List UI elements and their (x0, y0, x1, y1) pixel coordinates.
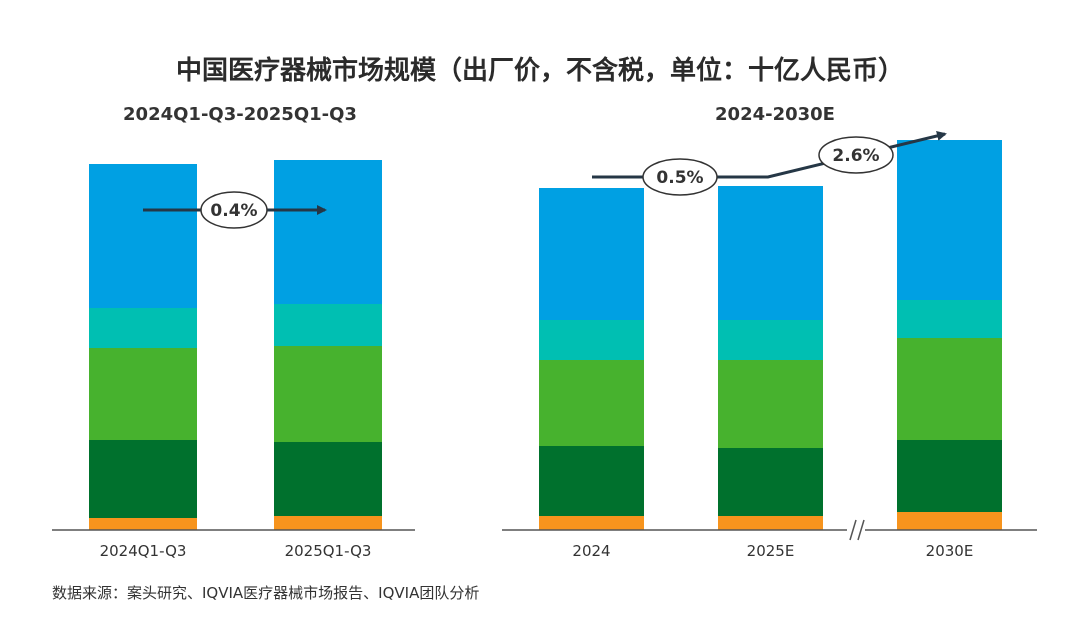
left-growth-arrow: 0.4% (143, 191, 327, 229)
bar-segment-1-0-0 (539, 516, 644, 530)
bar-segment-1-2-4 (897, 140, 1002, 300)
bar-segment-1-1-3 (718, 320, 823, 360)
right-chart-subtitle: 2024-2030E (715, 104, 835, 125)
bar-segment-0-1-4 (274, 160, 382, 304)
bar-segment-0-1-1 (274, 442, 382, 516)
chart-title: 中国医疗器械市场规模（出厂价，不含税，单位：十亿人民币） (175, 56, 904, 86)
bar-segment-1-1-0 (718, 516, 823, 530)
x-tick-label: 2025Q1-Q3 (285, 542, 372, 560)
x-tick-labels: 2024Q1-Q3 2025Q1-Q3 2024 2025E 2030E (100, 542, 974, 560)
bar-segment-0-1-2 (274, 346, 382, 442)
x-tick-label: 2030E (926, 542, 974, 560)
bar-segment-0-1-3 (274, 304, 382, 346)
left-chart-bars (89, 160, 382, 530)
right-growth-label-1: 0.5% (656, 168, 703, 188)
bar-segment-1-2-1 (897, 440, 1002, 512)
right-growth-label-2: 2.6% (832, 146, 879, 166)
bar-segment-0-0-4 (89, 164, 197, 308)
right-growth-arrow: 0.5% 2.6% (592, 131, 947, 196)
bar-segment-0-0-0 (89, 518, 197, 530)
bar-segment-1-0-1 (539, 446, 644, 516)
x-tick-label: 2024 (572, 542, 610, 560)
bar-segment-0-1-0 (274, 516, 382, 530)
x-tick-label: 2025E (747, 542, 795, 560)
left-chart-subtitle: 2024Q1-Q3-2025Q1-Q3 (123, 104, 357, 125)
bar-segment-1-1-2 (718, 360, 823, 448)
bar-segment-1-0-2 (539, 360, 644, 446)
bar-segment-1-0-4 (539, 188, 644, 320)
bar-segment-1-2-0 (897, 512, 1002, 530)
source-note: 数据来源：案头研究、IQVIA医疗器械市场报告、IQVIA团队分析 (52, 584, 480, 602)
bar-segment-1-2-2 (897, 338, 1002, 440)
x-tick-label: 2024Q1-Q3 (100, 542, 187, 560)
bar-segment-1-1-1 (718, 448, 823, 516)
left-growth-label: 0.4% (210, 201, 257, 221)
bar-segment-1-1-4 (718, 186, 823, 320)
bar-segment-0-0-2 (89, 348, 197, 440)
bar-segment-1-0-3 (539, 320, 644, 360)
bar-segment-0-0-1 (89, 440, 197, 518)
bar-segment-1-2-3 (897, 300, 1002, 338)
right-chart-bars (539, 140, 1002, 530)
bar-segment-0-0-3 (89, 308, 197, 348)
axis-break-icon (847, 518, 865, 542)
